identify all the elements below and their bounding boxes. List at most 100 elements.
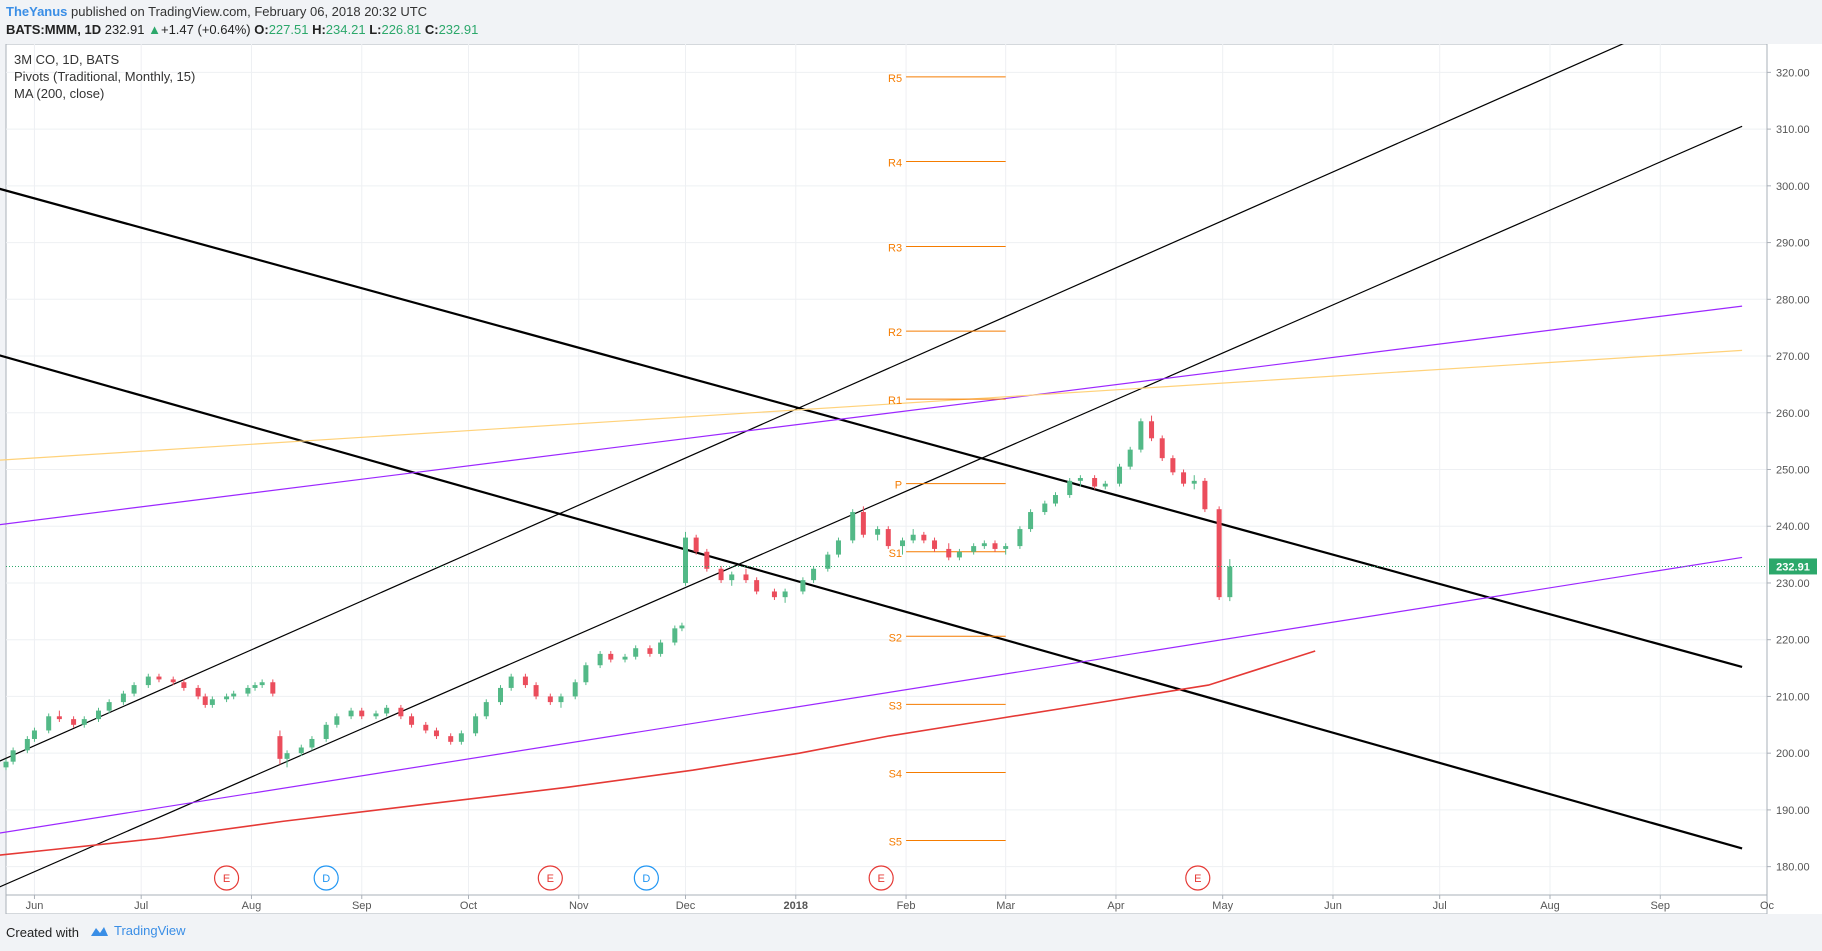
trendline (0, 349, 1743, 461)
candle-body (298, 747, 304, 754)
candle-body (971, 546, 977, 552)
earnings-marker[interactable] (1185, 865, 1211, 891)
legend-symbol[interactable]: 3M CO, 1D, BATS (14, 52, 120, 67)
candle-body (693, 537, 699, 552)
x-axis[interactable]: Jun Jul Aug Sep Oct Nov Dec 2018 Feb Mar Apr May Jun… (6, 894, 1775, 912)
x-tick-label: Jun (1324, 900, 1342, 912)
candle-body (1138, 421, 1144, 450)
earnings-marker[interactable] (537, 865, 563, 891)
candle-body (498, 687, 504, 703)
candle-body (1227, 566, 1233, 598)
x-tick-label: Aug (1540, 900, 1560, 912)
event-label: E (877, 873, 884, 885)
pivot-label: S4 (889, 768, 902, 780)
close-value: 232.91 (438, 22, 479, 37)
symbol-label[interactable]: BATS:MMM, 1D (6, 22, 102, 37)
y-axis-bg (1767, 44, 1822, 914)
candle-body (597, 653, 603, 666)
legend-pivots[interactable]: Pivots (Traditional, Monthly, 15) (14, 69, 195, 84)
candle-body (1191, 480, 1197, 484)
pivot-label: R3 (888, 243, 902, 255)
up-arrow-icon: ▲ (148, 22, 161, 37)
last-price-label: 232.91 (1769, 558, 1817, 575)
high-label: H: (312, 22, 326, 37)
candle-body (835, 540, 841, 555)
footer: Created with TradingView (0, 914, 1822, 951)
candle-body (1170, 458, 1176, 473)
candle-body (718, 568, 724, 581)
y-axis[interactable]: 180.00 190.00 200.00 210.00 220.00 230.00 240.… (1767, 67, 1810, 874)
candle-body (647, 648, 653, 654)
candle-body (992, 543, 998, 549)
candle-body (458, 733, 464, 742)
y-tick-label: 310.00 (1776, 124, 1810, 136)
trendline (0, 354, 1743, 850)
y-tick-label: 320.00 (1776, 67, 1810, 79)
candle-body (24, 738, 30, 751)
x-tick-label: Oc (1760, 900, 1775, 912)
price-chart[interactable]: R5 R4 R3 R2 R1 P S1 S2 S3 S4 S5 E D E D E E 180.00 190.0… (0, 44, 1822, 914)
candle-body (850, 512, 856, 541)
x-tick-label: Feb (897, 900, 916, 912)
candle-body (95, 710, 101, 720)
candle-body (1216, 509, 1222, 598)
candle-body (31, 730, 37, 739)
last-price: 232.91 (104, 22, 145, 37)
open-value: 227.51 (268, 22, 309, 37)
x-tick-label: 2018 (784, 900, 808, 912)
candle-body (782, 591, 788, 598)
candle-body (483, 702, 489, 717)
candle-body (1159, 438, 1165, 459)
candle-body (800, 580, 806, 592)
candle-body (209, 699, 215, 705)
tradingview-brand[interactable]: TradingView (88, 923, 186, 938)
candle-body (704, 551, 710, 569)
close-label: C: (424, 22, 439, 37)
x-tick-label: Oct (460, 900, 477, 912)
candle-body (743, 574, 749, 581)
candle-body (473, 716, 479, 734)
x-tick-label: Sep (1650, 900, 1670, 912)
candle-body (572, 682, 578, 697)
x-tick-label: Nov (569, 900, 589, 912)
candle-body (956, 551, 962, 558)
candle-body (170, 679, 176, 683)
dividend-marker[interactable] (313, 865, 339, 891)
candle-body (106, 702, 112, 711)
y-tick-label: 190.00 (1776, 805, 1810, 817)
candle-body (679, 625, 685, 629)
created-with-text: Created with (6, 925, 79, 940)
candle-body (672, 628, 678, 643)
candle-body (259, 682, 265, 686)
candle-body (359, 710, 365, 717)
candle-body (384, 707, 390, 714)
dividend-marker[interactable] (633, 865, 659, 891)
candle-body (145, 676, 151, 686)
y-tick-label: 230.00 (1776, 578, 1810, 590)
legend-ma[interactable]: MA (200, close) (14, 86, 104, 101)
candle-body (921, 534, 927, 541)
candle-body (1077, 478, 1083, 481)
earnings-marker[interactable] (868, 865, 894, 891)
candle-body (398, 707, 404, 717)
chart-header: TheYanus published on TradingView.com, F… (0, 0, 1822, 44)
author-link[interactable]: TheYanus (6, 4, 68, 19)
candle-body (348, 710, 354, 717)
candle-body (3, 761, 9, 768)
candle-body (981, 543, 987, 547)
brand-label: TradingView (114, 923, 186, 938)
candle-body (56, 716, 62, 720)
trendline (0, 187, 1743, 668)
y-tick-label: 180.00 (1776, 862, 1810, 874)
candles (3, 415, 1233, 771)
candle-body (433, 730, 439, 737)
earnings-marker[interactable] (213, 865, 240, 891)
pivot-label: S5 (889, 837, 902, 849)
candle-body (558, 696, 564, 703)
y-tick-label: 280.00 (1776, 294, 1810, 306)
candle-body (409, 716, 415, 725)
candle-body (682, 537, 688, 583)
candle-body (1042, 503, 1048, 513)
y-tick-label: 220.00 (1776, 635, 1810, 647)
